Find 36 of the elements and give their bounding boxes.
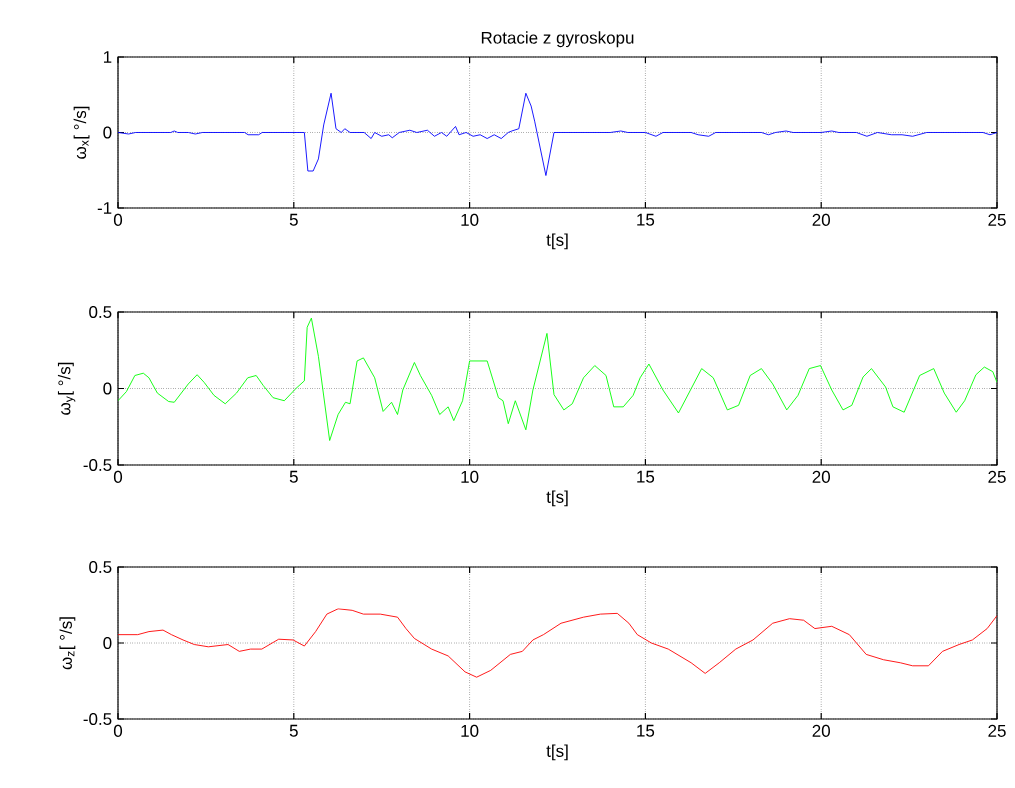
y-tick-label: -0.5 (83, 712, 112, 726)
x-tick-label: 20 (812, 213, 830, 226)
y-tick-label: 0 (103, 636, 112, 650)
y-tick-label: 0 (103, 126, 112, 139)
line-series (118, 608, 998, 678)
y-tick-label: 0.5 (89, 560, 112, 574)
x-tick-label: 0 (113, 724, 123, 737)
x-axis-title: t[s] (546, 233, 568, 250)
y-axis-title: ω$_{x}$[ °/s] (73, 106, 90, 159)
x-tick-label: 25 (988, 213, 1006, 226)
x-axis-title: t[s] (546, 490, 568, 507)
y-tick-label: 0.5 (89, 305, 112, 319)
x-tick-label: 0 (113, 470, 123, 483)
x-axis-title: t[s] (546, 744, 568, 761)
x-tick-label: 25 (988, 470, 1006, 483)
y-axis-title: ω$_{y}$[ °/s] (57, 362, 76, 415)
x-tick-label: 25 (988, 724, 1006, 737)
y-tick-label: -1 (97, 202, 112, 214)
x-tick-label: 0 (113, 213, 123, 226)
x-tick-label: 10 (461, 213, 479, 226)
chart-title: Rotacie z gyroskopu (481, 31, 634, 48)
y-axis-title: ω$_{z}$[ °/s] (59, 617, 76, 670)
y-tick-label: 0 (103, 382, 112, 395)
x-tick-label: 5 (289, 213, 298, 226)
x-tick-label: 20 (812, 724, 830, 737)
x-tick-label: 5 (289, 470, 298, 483)
x-tick-label: 10 (461, 724, 479, 737)
x-tick-label: 10 (461, 470, 479, 483)
x-tick-label: 15 (637, 470, 655, 483)
x-tick-label: 15 (637, 213, 655, 226)
x-tick-label: 5 (289, 724, 298, 737)
y-tick-label: 1 (103, 51, 112, 63)
x-tick-label: 15 (637, 724, 655, 737)
line-series (118, 317, 998, 441)
x-tick-label: 20 (812, 470, 830, 483)
y-tick-label: -0.5 (83, 458, 112, 472)
